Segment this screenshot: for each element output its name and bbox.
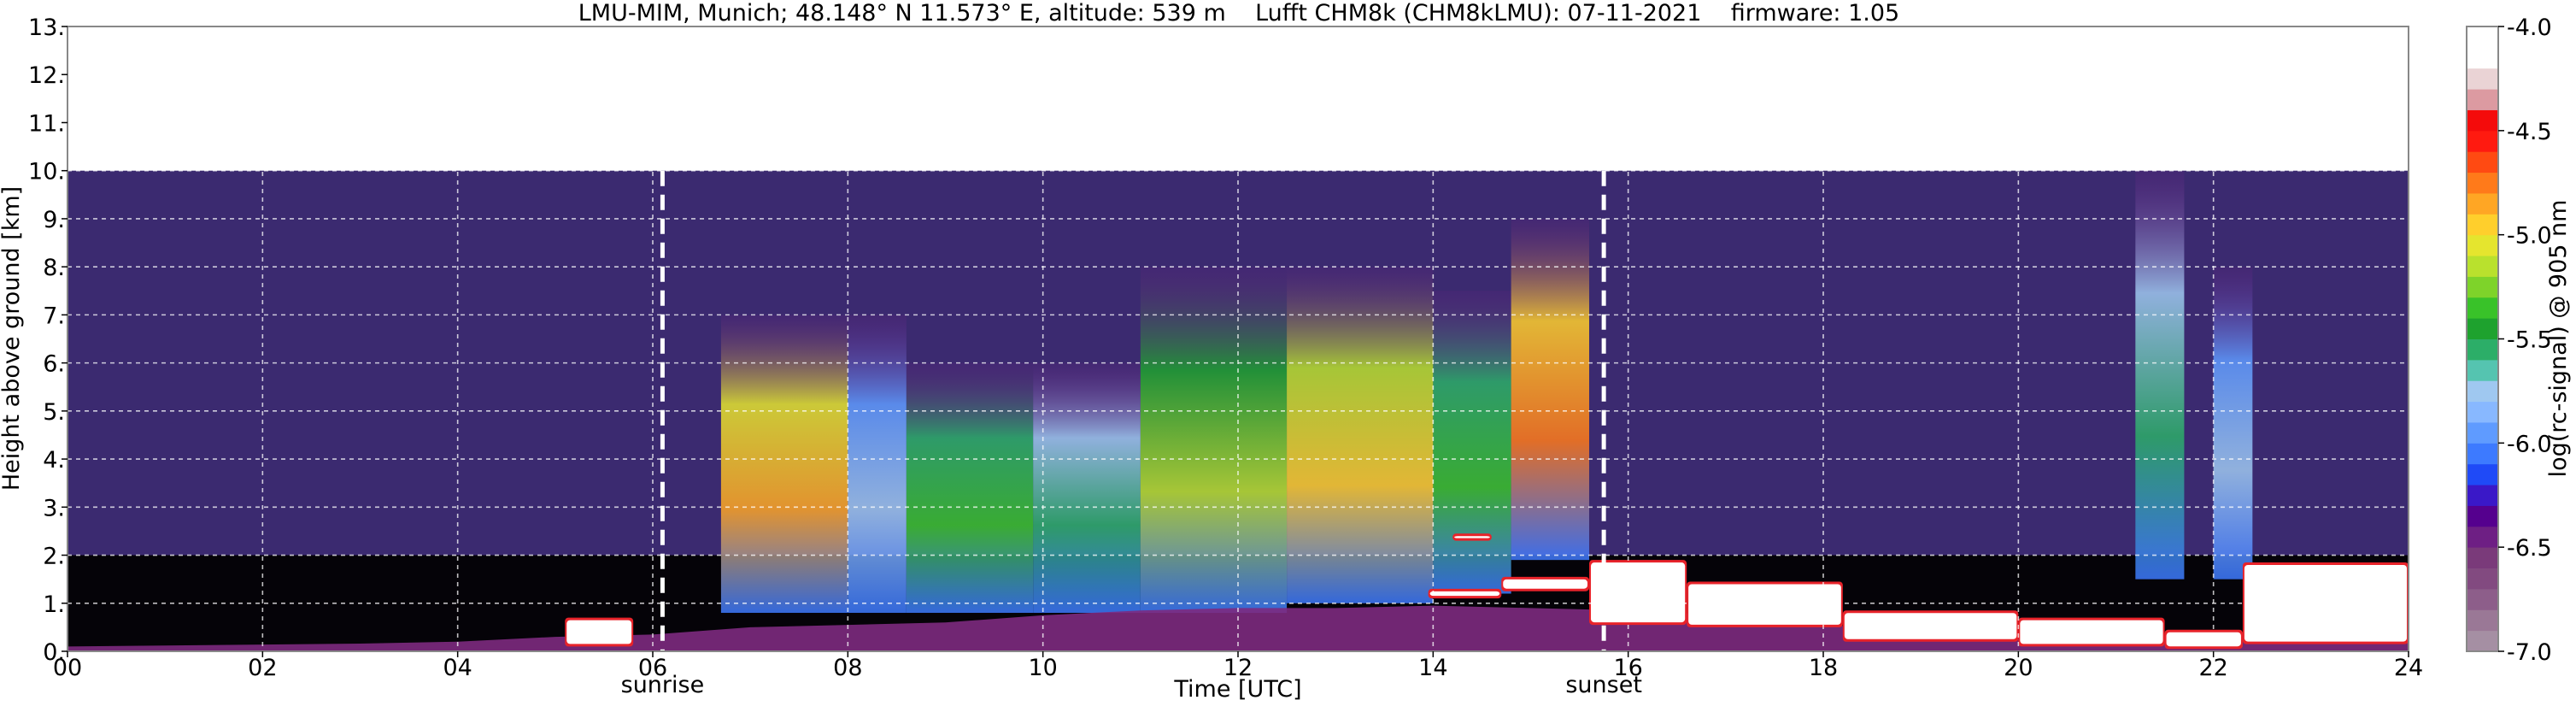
y-axis: 0. 1. 2. 3. 4. 5. 6. 7. 8. 9. 10. 11. 12. 13. — [28, 15, 67, 666]
signal-plume — [1433, 291, 1511, 594]
x-tick-label: 04 — [443, 655, 472, 681]
colorbar-tick-label: -4.5 — [2507, 119, 2552, 145]
colorbar-label: log(rc-signal) @ 905 nm — [2545, 200, 2572, 478]
y-tick-label: 3. — [43, 495, 65, 521]
colorbar-swatch — [2467, 318, 2498, 339]
y-tick-label: 1. — [43, 591, 65, 618]
y-tick-label: 6. — [43, 351, 65, 378]
colorbar-swatch — [2467, 47, 2498, 69]
y-tick-label: 9. — [43, 207, 65, 233]
colorbar-tick-label: -7.0 — [2507, 639, 2552, 666]
y-tick-label: 8. — [43, 255, 65, 281]
colorbar-swatch — [2467, 130, 2498, 152]
x-tick-label: 06 — [638, 655, 667, 681]
cloud-layer — [2166, 632, 2241, 647]
colorbar-swatch — [2467, 588, 2498, 610]
colorbar-swatch — [2467, 256, 2498, 277]
cloud-layer — [1844, 613, 2017, 639]
colorbar-tick-label: -4.0 — [2507, 15, 2552, 41]
y-tick-label: 12. — [28, 62, 65, 89]
signal-plume — [1287, 267, 1434, 603]
x-tick-label: 20 — [2004, 655, 2033, 681]
signal-plume — [1511, 218, 1589, 561]
cloud-layer — [1591, 562, 1686, 623]
colorbar-swatch — [2467, 463, 2498, 485]
x-tick-label: 08 — [833, 655, 862, 681]
cloud-layer — [1503, 579, 1587, 589]
colorbar-swatch — [2467, 609, 2498, 632]
y-tick-label: 4. — [43, 447, 65, 474]
colorbar-swatch — [2467, 276, 2498, 298]
y-tick-label: 0. — [43, 639, 65, 666]
cloud-layer — [1688, 584, 1841, 625]
x-tick-label: 18 — [1809, 655, 1838, 681]
x-tick-label: 02 — [248, 655, 277, 681]
colorbar-swatch — [2467, 109, 2498, 132]
y-tick-label: 10. — [28, 159, 65, 185]
chart-title: LMU-MIM, Munich; 48.148° N 11.573° E, al… — [578, 0, 1899, 26]
colorbar-tick-label: -6.0 — [2507, 431, 2552, 457]
plot-area — [67, 26, 2409, 651]
grid — [67, 26, 2409, 651]
colorbar-swatch — [2467, 630, 2498, 652]
colorbar-swatch — [2467, 234, 2498, 256]
colorbar-swatch — [2467, 568, 2498, 590]
colorbar-swatch — [2467, 214, 2498, 236]
event-annotations: sunrise sunset — [621, 672, 1642, 698]
signal-plume — [2135, 170, 2185, 580]
colorbar-swatch — [2467, 338, 2498, 361]
colorbar-ticks: -4.0 -4.5 -5.0 -5.5 -6.0 -6.5 -7.0 — [2498, 15, 2552, 666]
x-tick-label: 12 — [1223, 655, 1253, 681]
y-tick-label: 11. — [28, 110, 65, 137]
x-tick-label: 14 — [1418, 655, 1447, 681]
signal-plume — [1033, 362, 1141, 614]
cloud-layer — [1454, 536, 1490, 538]
sunrise-label: sunrise — [621, 672, 705, 698]
colorbar-swatch — [2467, 421, 2498, 444]
colorbar-tick-label: -6.5 — [2507, 535, 2552, 562]
signal-plume — [906, 362, 1034, 614]
colorbar-swatch — [2467, 89, 2498, 110]
colorbar: -4.0 -4.5 -5.0 -5.5 -6.0 -6.5 -7.0 log(rc-sign… — [2466, 15, 2572, 666]
colorbar-swatch — [2467, 485, 2498, 506]
signal-plume — [2213, 267, 2253, 580]
event-lines — [660, 170, 1606, 651]
x-tick-label: 24 — [2394, 655, 2423, 681]
colorbar-swatch — [2467, 172, 2498, 194]
colorbar-tick-label: -5.5 — [2507, 327, 2552, 354]
colorbar-swatch — [2467, 526, 2498, 548]
y-tick-label: 5. — [43, 399, 65, 426]
x-tick-label: 22 — [2198, 655, 2227, 681]
colorbar-swatch — [2467, 547, 2498, 569]
colorbar-swatch — [2467, 380, 2498, 403]
x-tick-label: 10 — [1028, 655, 1057, 681]
colorbar-swatch — [2467, 26, 2498, 48]
signal-plume — [848, 315, 907, 614]
colorbar-swatch — [2467, 151, 2498, 174]
colorbar-swatch — [2467, 192, 2498, 215]
cloud-layer — [2020, 620, 2163, 644]
cloud-layer — [566, 620, 632, 644]
colorbar-swatch — [2467, 443, 2498, 465]
signal-plume — [720, 315, 848, 614]
colorbar-swatch — [2467, 359, 2498, 381]
x-tick-label: 00 — [53, 655, 82, 681]
y-tick-label: 13. — [28, 15, 65, 41]
sunset-label: sunset — [1565, 672, 1642, 698]
x-axis-label: Time [UTC] — [1173, 676, 1301, 703]
signal-plume — [1140, 267, 1288, 614]
colorbar-tick-label: -5.0 — [2507, 223, 2552, 250]
colorbar-swatch — [2467, 401, 2498, 423]
colorbar-swatch — [2467, 68, 2498, 90]
y-tick-label: 2. — [43, 544, 65, 570]
y-axis-label: Height above ground [km] — [0, 186, 25, 491]
colorbar-swatch — [2467, 297, 2498, 319]
x-tick-label: 16 — [1613, 655, 1642, 681]
cloud-layer — [1429, 591, 1500, 597]
y-tick-label: 7. — [43, 303, 65, 329]
x-axis: 00 02 04 06 08 10 12 14 16 18 20 22 24 — [53, 651, 2423, 681]
colorbar-swatches — [2467, 26, 2498, 652]
colorbar-swatch — [2467, 505, 2498, 527]
